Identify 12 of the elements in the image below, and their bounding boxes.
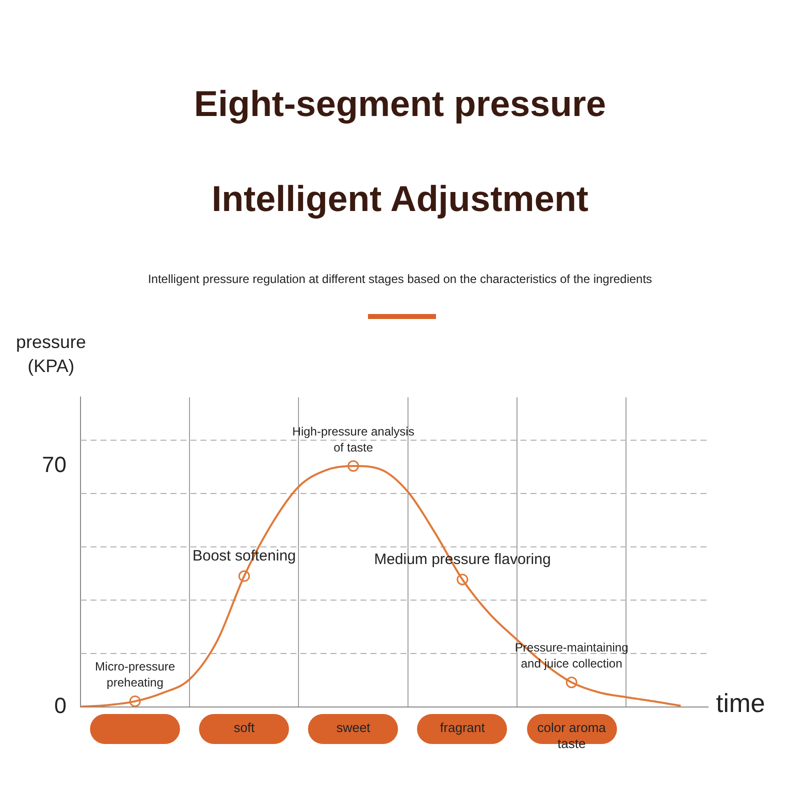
annotation: Micro-pressure preheating bbox=[95, 660, 176, 690]
x-tick-label: sweet bbox=[336, 720, 371, 736]
y-tick-label: 70 bbox=[42, 452, 66, 478]
x-tick-label: soft bbox=[234, 720, 256, 736]
y-axis-title: pressure (KPA) bbox=[16, 331, 86, 378]
chart-title: Eight-segment pressure bbox=[192, 83, 608, 125]
x-tick-label: fragrant bbox=[440, 720, 486, 736]
chart-subtitle: Intelligent Adjustment bbox=[210, 178, 590, 220]
x-axis-title: time bbox=[716, 688, 766, 719]
annotation: High-pressure analysis of taste bbox=[292, 424, 414, 454]
y-tick-label: 0 bbox=[54, 692, 66, 718]
text: Intelligent pressure regulation at different stages based on the characteristics of the ingredients bbox=[146, 272, 654, 286]
